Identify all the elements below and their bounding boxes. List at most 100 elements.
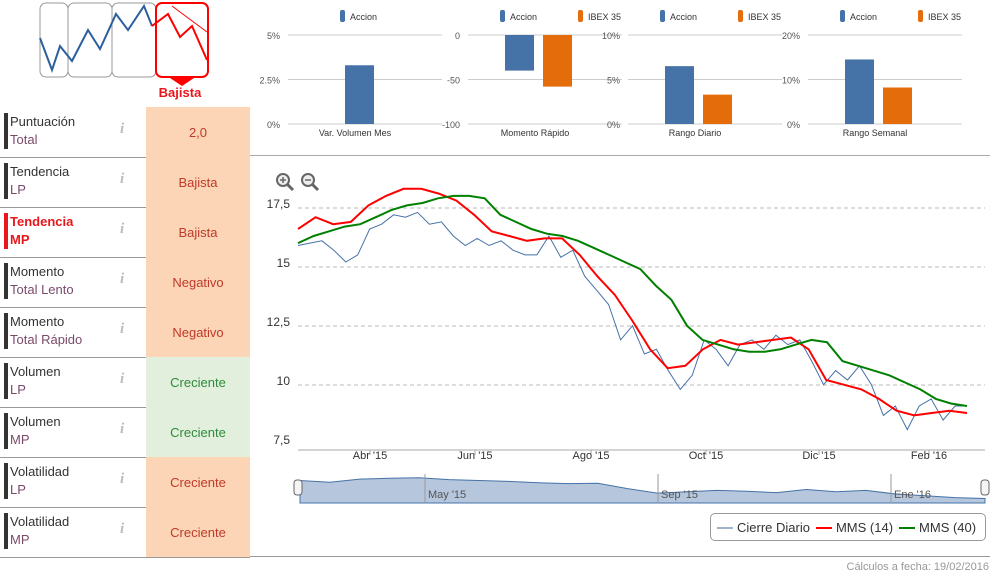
legend-label: IBEX 35 [928,12,961,22]
info-icon[interactable]: i [120,171,125,187]
indicator-value: Bajista [146,157,250,207]
bar-accion [665,66,694,124]
legend-marker [918,10,923,22]
legend-label: IBEX 35 [748,12,781,22]
indicator-row: Momento Total Rápido i Negativo [0,307,250,358]
y-tick-label: 12,5 [267,315,291,329]
calc-date: Cálculos a fecha: 19/02/2016 [846,561,990,573]
indicator-row: Volumen MP i Creciente [0,407,250,458]
x-tick-label: Jun '15 [457,450,492,462]
indicator-row: Tendencia LP i Bajista [0,157,250,208]
info-icon[interactable]: i [120,371,125,387]
zoom-in-icon[interactable] [275,172,295,192]
tick-label: -50 [447,76,460,86]
bearish-line [151,12,208,61]
legend-marker [340,10,345,22]
row-marker [4,413,8,449]
indicator-value: Creciente [146,457,250,507]
legend-label: Accion [350,12,377,22]
chart-title: Var. Volumen Mes [319,128,392,138]
indicator-label: Momento Total Lento [10,264,74,297]
tick-label: 0 [455,31,460,41]
tick-label: 10% [602,31,620,41]
price-chart[interactable]: 17,5 15 12,5 10 7,5 Abr '15 Jun '15 Ago '15 Oct … [0,0,997,510]
trend-widget: Bajista [39,2,209,100]
y-tick-label: 10 [277,374,291,388]
info-icon[interactable]: i [120,471,125,487]
row-marker [4,113,8,149]
indicator-value: Negativo [146,257,250,307]
pointer-icon [170,78,194,86]
navigator-handle[interactable] [293,479,303,496]
tick-label: 5% [267,31,280,41]
indicator-row: Momento Total Lento i Negativo [0,257,250,308]
indicator-row: Puntuación Total i 2,0 [0,107,250,158]
zoom-out-icon[interactable] [300,172,320,192]
x-tick-label: Dic '15 [802,450,835,462]
indicator-value: Creciente [146,407,250,457]
row-marker [4,213,8,249]
legend-mms14[interactable]: MMS (14) [815,520,893,535]
indicator-value: Negativo [146,307,250,357]
series-mms-40- [297,194,968,407]
info-icon[interactable]: i [120,521,125,537]
tick-label: 5% [607,76,620,86]
trend-label: Bajista [159,85,202,100]
bar-ibex-35 [883,87,912,124]
chart-title: Rango Diario [669,128,722,138]
tick-label: -100 [442,120,460,130]
trend-box-selected [155,2,209,78]
row-marker [4,313,8,349]
indicator-value: Creciente [146,357,250,407]
tick-label: 0% [607,120,620,130]
navigator-label: Ene '16 [894,489,931,501]
x-tick-label: Oct '15 [689,450,724,462]
legend-label: IBEX 35 [588,12,621,22]
info-icon[interactable]: i [120,121,125,137]
bar-ibex-35 [703,94,732,124]
bar-accion [845,59,874,124]
indicator-row: Volumen LP i Creciente [0,357,250,408]
tick-label: 2.5% [260,76,280,86]
bar-accion [505,35,534,71]
legend-marker [660,10,665,22]
info-icon[interactable]: i [120,421,125,437]
indicator-row: Tendencia MP i Bajista [0,207,250,258]
info-icon[interactable]: i [120,221,125,237]
indicator-value: Bajista [146,207,250,257]
row-marker [4,163,8,199]
x-tick-label: Ago '15 [573,450,610,462]
tick-label: 0% [787,120,800,130]
legend-label: Accion [510,12,537,22]
legend-marker [578,10,583,22]
legend-marker [500,10,505,22]
indicator-label: Tendencia LP [10,164,70,197]
indicator-label: Puntuación Total [10,114,76,147]
legend-marker [840,10,845,22]
trend-line [39,3,153,73]
navigator-area [299,477,986,504]
indicator-label: Tendencia MP [10,214,74,247]
legend-mms40[interactable]: MMS (40) [899,520,976,535]
x-tick-label: Abr '15 [353,450,388,462]
chart-title: Momento Rápido [501,128,570,138]
chart-title: Rango Semanal [843,128,908,138]
navigator-handle[interactable] [980,479,990,496]
tick-label: 20% [782,31,800,41]
legend-marker [738,10,743,22]
legend-label: Accion [670,12,697,22]
indicator-value: Creciente [146,507,250,557]
indicator-row: Volatilidad MP i Creciente [0,507,250,558]
legend-cierre[interactable]: Cierre Diario [717,520,810,535]
series-cierre-diario [297,211,967,431]
info-icon[interactable]: i [120,321,125,337]
indicator-bar-charts: 5% 2.5% 0% Accion Var. Volumen Mes 0 -50 -100 Ac… [260,10,962,138]
tick-label: 0% [267,120,280,130]
indicator-row: Volatilidad LP i Creciente [0,457,250,508]
indicator-value: 2,0 [146,107,250,157]
info-icon[interactable]: i [120,271,125,287]
indicator-label: Volumen MP [10,414,61,447]
divider [250,556,990,557]
navigator-label: May '15 [428,489,466,501]
chart-legend: Cierre Diario MMS (14) MMS (40) [710,513,986,541]
